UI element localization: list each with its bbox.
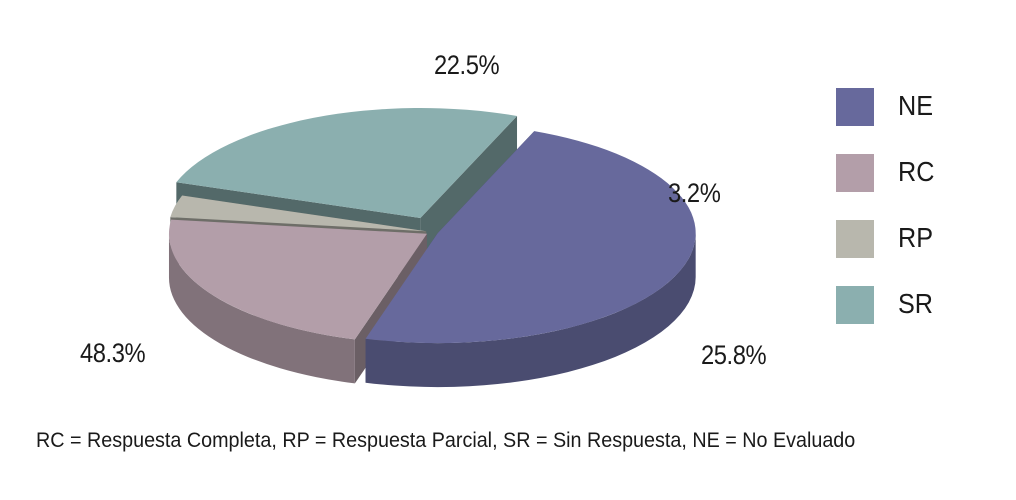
slice-rc [168,219,427,340]
slice-label-ne: 48.3% [80,338,146,368]
slice-label-sr: 25.8% [701,340,767,370]
legend-label-ne: NE [898,90,934,121]
slice-label-rp: 3.2% [668,178,721,208]
legend-label-sr: SR [898,288,934,319]
slice-cut-sr-1 [420,116,518,262]
legend-label-rc: RC [898,156,935,187]
legend-swatch-ne [836,88,874,126]
legend-label-rp: RP [898,222,934,253]
slice-wall-rc [168,233,355,384]
pie-tops [168,107,696,344]
slice-ne [365,131,696,344]
slice-sr [176,107,518,218]
legend-swatch-rp [836,220,874,258]
footnote: RC = Respuesta Completa, RP = Respuesta … [36,429,856,452]
slice-wall-ne [365,233,696,388]
legend-swatch-rc [836,154,874,192]
legend-swatch-sr [836,286,874,324]
slice-rp [170,195,427,232]
slice-label-rc: 22.5% [434,50,500,80]
